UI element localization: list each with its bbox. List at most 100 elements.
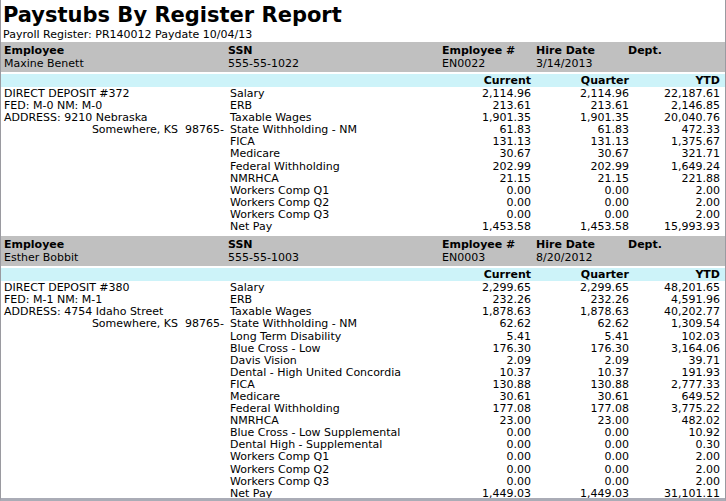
employee-detail: DIRECT DEPOSIT #380 FED: M-1 NM: M-1 ADD… [1, 282, 725, 500]
col-employee: Employee [4, 238, 228, 251]
line-quarter-value: 30.67 [531, 148, 629, 160]
col-employee-number: Employee # [442, 238, 536, 251]
line-current-value: 1,449.03 [436, 488, 531, 500]
employee-section: Employee SSN Employee # Hire Date Dept. … [1, 42, 725, 233]
line-ytd-value: 1,649.24 [629, 161, 720, 173]
paystub-line-row: Workers Comp Q3 0.00 0.00 2.00 [1, 476, 725, 488]
line-ytd-value: 102.03 [629, 331, 720, 343]
amount-band-spacer [230, 74, 436, 87]
line-ytd-value: 2.00 [629, 476, 720, 488]
line-quarter-value: 1,449.03 [531, 488, 629, 500]
paystub-line-row: Net Pay 1,453.58 1,453.58 15,993.93 [1, 221, 725, 233]
paystub-line-row: Workers Comp Q2 0.00 0.00 2.00 [1, 464, 725, 476]
employee-section: Employee SSN Employee # Hire Date Dept. … [1, 236, 725, 500]
line-ytd-value: 31,101.11 [629, 488, 720, 500]
line-quarter-value: 0.00 [531, 476, 629, 488]
line-label: Davis Vision [230, 355, 436, 367]
employee-column-headers: Employee SSN Employee # Hire Date Dept. [4, 238, 725, 251]
col-employee-number: Employee # [442, 44, 536, 57]
line-label: Blue Cross - Low [230, 343, 436, 355]
line-label: State Withholding - NM [230, 318, 436, 330]
line-current-value: 1,453.58 [436, 221, 531, 233]
line-ytd-value: 221.88 [629, 173, 720, 185]
employee-hire-date: 3/14/2013 [536, 57, 628, 70]
employee-dept [628, 251, 725, 264]
employee-column-headers: Employee SSN Employee # Hire Date Dept. [4, 44, 725, 57]
city-line: Somewhere, KS 98765- [4, 124, 224, 136]
col-dept: Dept. [628, 44, 725, 57]
col-hire-date: Hire Date [536, 238, 628, 251]
line-current-value: 2.09 [436, 355, 531, 367]
col-ytd: YTD [629, 268, 720, 281]
paystub-line-row: Davis Vision 2.09 2.09 39.71 [1, 355, 725, 367]
line-label: Dental - High United Concordia [230, 367, 436, 379]
employee-dept [628, 57, 725, 70]
employee-header-band: Employee SSN Employee # Hire Date Dept. … [1, 42, 725, 72]
line-ytd-value: 3,164.06 [629, 343, 720, 355]
amount-header-band: Current Quarter YTD [1, 74, 725, 87]
employee-number: EN0022 [442, 57, 536, 70]
line-current-value: 62.62 [436, 318, 531, 330]
employee-info-block: DIRECT DEPOSIT #380 FED: M-1 NM: M-1 ADD… [4, 282, 224, 330]
line-ytd-value: 39.71 [629, 355, 720, 367]
paystub-line-row: Long Term Disability 5.41 5.41 102.03 [1, 331, 725, 343]
amount-header-band: Current Quarter YTD [1, 268, 725, 281]
employee-ssn: 555-55-1003 [228, 251, 442, 264]
line-quarter-value: 0.00 [531, 451, 629, 463]
col-dept: Dept. [628, 238, 725, 251]
employee-name: Esther Bobbit [4, 251, 228, 264]
line-label: NMRHCA [230, 173, 436, 185]
line-ytd-value: 2.00 [629, 464, 720, 476]
employee-number: EN0003 [442, 251, 536, 264]
employee-detail: DIRECT DEPOSIT #372 FED: M-0 NM: M-0 ADD… [1, 88, 725, 233]
employee-info-block: DIRECT DEPOSIT #372 FED: M-0 NM: M-0 ADD… [4, 88, 224, 136]
amount-band-spacer [230, 268, 436, 281]
line-current-value: 30.67 [436, 148, 531, 160]
line-ytd-value: 15,993.93 [629, 221, 720, 233]
employee-name: Maxine Benett [4, 57, 228, 70]
line-current-value: 0.00 [436, 451, 531, 463]
col-current: Current [436, 74, 531, 87]
report-title: Paystubs By Register Report [3, 3, 725, 28]
report-subtitle: Payroll Register: PR140012 Paydate 10/04… [3, 28, 725, 41]
line-quarter-value: 202.99 [531, 161, 629, 173]
line-ytd-value: 1,309.54 [629, 318, 720, 330]
line-label: State Withholding - NM [230, 124, 436, 136]
col-quarter: Quarter [531, 74, 629, 87]
line-current-value: 5.41 [436, 331, 531, 343]
line-quarter-value: 5.41 [531, 331, 629, 343]
paystub-line-row: Net Pay 1,449.03 1,449.03 31,101.11 [1, 488, 725, 500]
line-label: Net Pay [230, 221, 436, 233]
paystub-line-row: Federal Withholding 202.99 202.99 1,649.… [1, 161, 725, 173]
line-label: Salary [230, 88, 436, 100]
line-current-value: 202.99 [436, 161, 531, 173]
line-current-value: 0.00 [436, 464, 531, 476]
line-ytd-value: 321.71 [629, 148, 720, 160]
line-label: Workers Comp Q2 [230, 464, 436, 476]
paystub-line-row: NMRHCA 21.15 21.15 221.88 [1, 173, 725, 185]
line-label: Workers Comp Q1 [230, 451, 436, 463]
col-quarter: Quarter [531, 268, 629, 281]
line-label: Net Pay [230, 488, 436, 500]
col-employee: Employee [4, 44, 228, 57]
line-quarter-value: 2.09 [531, 355, 629, 367]
paystubs-report-page: Paystubs By Register Report Payroll Regi… [0, 0, 726, 501]
report-header: Paystubs By Register Report Payroll Regi… [1, 0, 725, 42]
line-quarter-value: 21.15 [531, 173, 629, 185]
line-label: Federal Withholding [230, 161, 436, 173]
employee-values-row: Esther Bobbit 555-55-1003 EN0003 8/20/20… [4, 251, 725, 264]
line-current-value: 176.30 [436, 343, 531, 355]
paystub-line-row: Medicare 30.67 30.67 321.71 [1, 148, 725, 160]
line-label: Workers Comp Q3 [230, 476, 436, 488]
line-label: Medicare [230, 148, 436, 160]
paystub-line-row: Blue Cross - Low 176.30 176.30 3,164.06 [1, 343, 725, 355]
col-hire-date: Hire Date [536, 44, 628, 57]
line-quarter-value: 62.62 [531, 318, 629, 330]
line-current-value: 0.00 [436, 476, 531, 488]
employee-ssn: 555-55-1022 [228, 57, 442, 70]
line-ytd-value: 2.00 [629, 451, 720, 463]
col-ssn: SSN [228, 44, 442, 57]
employee-hire-date: 8/20/2012 [536, 251, 628, 264]
col-current: Current [436, 268, 531, 281]
line-label: Long Term Disability [230, 331, 436, 343]
